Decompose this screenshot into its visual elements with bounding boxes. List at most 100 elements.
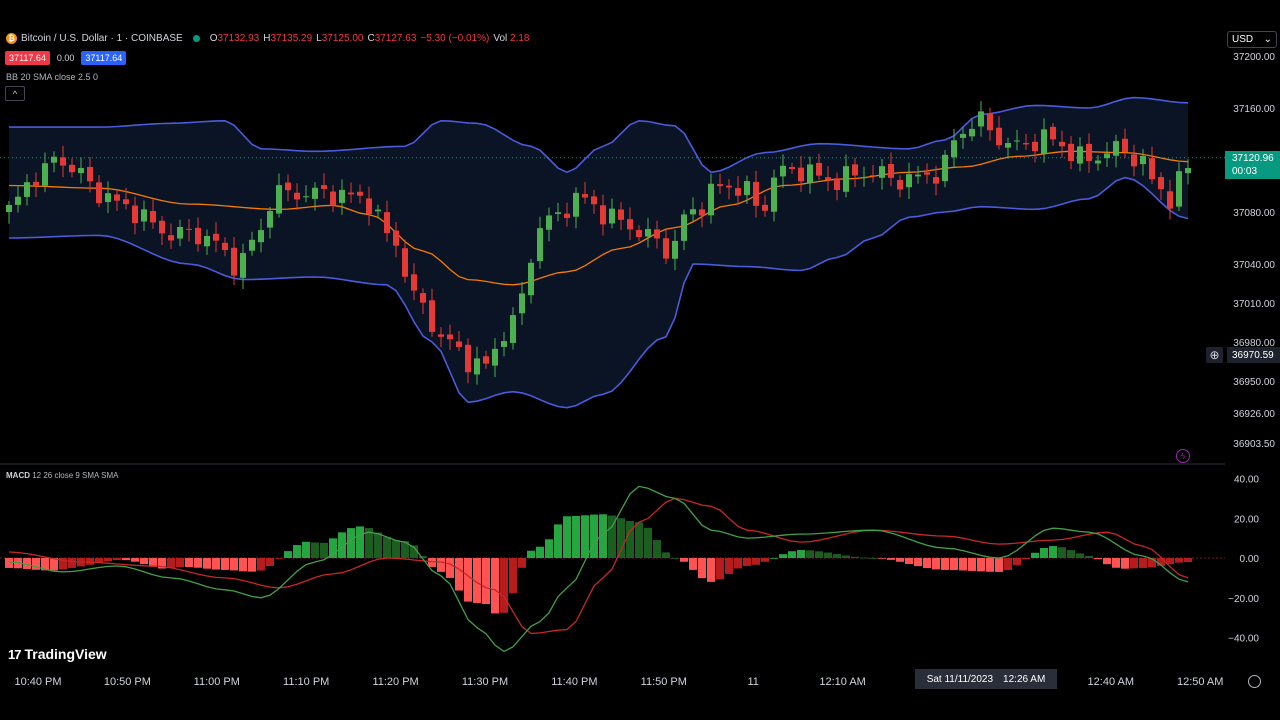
candle-body [753, 181, 759, 206]
candle-body [717, 184, 723, 187]
histogram-bar [590, 514, 598, 558]
settings-gear-icon[interactable] [1248, 675, 1261, 688]
histogram-bar [941, 558, 949, 570]
histogram-bar [275, 558, 283, 559]
histogram-bar [1157, 558, 1165, 566]
candle-body [330, 191, 336, 206]
macd-line [8, 485, 1189, 653]
histogram-bar [536, 546, 544, 558]
histogram-bar [68, 558, 76, 568]
histogram-bar [545, 539, 553, 558]
histogram-bar [770, 558, 778, 559]
candle-body [69, 164, 75, 173]
candle-body [1140, 155, 1146, 165]
histogram-bar [734, 558, 742, 569]
candle-body [807, 164, 813, 183]
ohlc-high: H37135.29 [263, 33, 313, 44]
candle-body [303, 196, 309, 198]
candle-body [906, 174, 912, 188]
candle-body [375, 209, 381, 212]
histogram-bar [239, 558, 247, 572]
candle-body [186, 228, 192, 230]
histogram-bar [374, 532, 382, 558]
collapse-legend-button[interactable]: ^ [5, 86, 25, 101]
candle-body [987, 113, 993, 131]
symbol-title[interactable]: Bitcoin / U.S. Dollar · 1 · COINBASE [21, 33, 183, 44]
histogram-bar [59, 558, 67, 570]
macd-lines [8, 485, 1189, 653]
add-plus-icon[interactable]: ⊕ [1206, 347, 1223, 363]
candle-body [258, 230, 264, 243]
candle-body [483, 356, 489, 364]
histogram-bar [302, 541, 310, 558]
currency-label: USD [1232, 34, 1254, 45]
histogram-bar [689, 558, 697, 570]
histogram-bar [572, 515, 580, 558]
candle-body [789, 167, 795, 169]
time-tick-label: 12:40 AM [1088, 676, 1134, 688]
candle-body [951, 140, 957, 158]
histogram-bar [788, 551, 796, 558]
macd-axis[interactable]: 40.00 20.00 0.00 −20.00 −40.00 [1228, 475, 1259, 645]
histogram-bar [122, 558, 130, 561]
candle-body [105, 193, 111, 203]
market-status-icon[interactable] [192, 35, 200, 42]
bb-legend[interactable]: BB 20 SMA close 2.5 0 [6, 72, 99, 82]
candle-body [762, 204, 768, 211]
bb-basis-line [8, 150, 1189, 286]
sell-button[interactable]: 37117.64 [5, 51, 50, 65]
time-tick-label: 11 [747, 676, 758, 688]
histogram-bar [1022, 558, 1030, 559]
histogram-bar [1031, 552, 1039, 558]
candle-body [942, 154, 948, 182]
candle-body [555, 212, 561, 214]
histogram-bar [887, 558, 895, 560]
histogram-bar [671, 558, 679, 559]
histogram-bar [626, 520, 634, 558]
candle-body [897, 180, 903, 190]
lightning-icon[interactable]: ϟ [1176, 449, 1190, 463]
histogram-bar [419, 556, 427, 558]
tradingview-logo[interactable]: 17 TradingView [8, 646, 107, 662]
histogram-bar [617, 518, 625, 558]
price-tick-label: 36926.00 [1233, 409, 1275, 420]
candle-body [1086, 143, 1092, 161]
candle-body [1014, 140, 1020, 142]
time-axis[interactable]: 10:40 PM 10:50 PM 11:00 PM 11:10 PM 11:20 PM… [14, 676, 1223, 688]
histogram-bar [1166, 558, 1174, 565]
crosshair-date: Sat 11/11/2023 [926, 673, 994, 685]
histogram-bar [356, 526, 364, 558]
candle-body [132, 205, 138, 224]
histogram-bar [716, 558, 724, 580]
buy-button[interactable]: 37117.64 [81, 51, 127, 65]
histogram-bar [23, 558, 31, 569]
macd-legend[interactable]: MACD 12 26 close 9 SMA SMA [6, 471, 119, 480]
histogram-bar [194, 558, 202, 568]
histogram-bar [581, 515, 589, 558]
histogram-bar [995, 558, 1003, 572]
histogram-bar [923, 558, 931, 569]
histogram-bar [113, 558, 121, 560]
price-axis[interactable]: 37200.0037160.0037120.0037080.0037040.00… [1233, 52, 1275, 450]
candle-body [402, 248, 408, 277]
candle-body [177, 226, 183, 239]
currency-selector[interactable]: USD ⌄ [1227, 31, 1277, 48]
histogram-bar [833, 554, 841, 558]
histogram-bar [509, 558, 517, 594]
candle-body [15, 196, 21, 205]
histogram-bar [761, 558, 769, 562]
histogram-bar [1148, 558, 1156, 568]
histogram-bar [554, 524, 562, 558]
candle-body [465, 344, 471, 373]
candle-body [150, 210, 156, 223]
candle-body [1158, 177, 1164, 190]
candle-body [663, 238, 669, 259]
candle-body [528, 262, 534, 296]
bb-lower-line [8, 176, 1189, 409]
candle-body [843, 166, 849, 192]
candle-body [1185, 168, 1191, 174]
candle-body [564, 213, 570, 218]
histogram-bar [5, 558, 13, 568]
price-tick-label: 36903.50 [1233, 439, 1275, 450]
